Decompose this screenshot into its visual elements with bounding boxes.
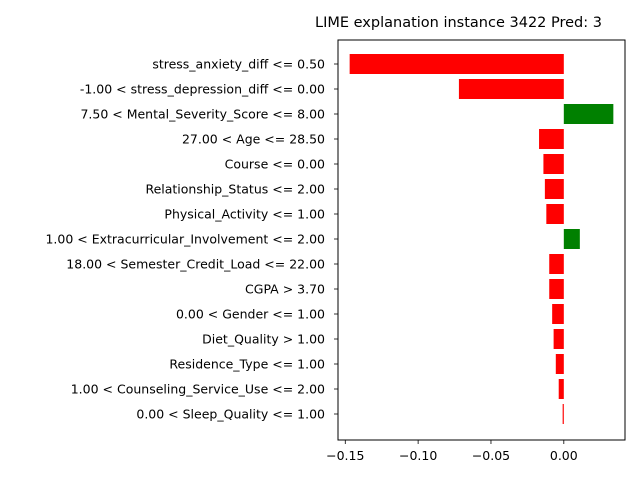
bar-13 <box>558 379 564 399</box>
bar-0 <box>349 54 564 74</box>
bar-2 <box>563 104 614 124</box>
bar-4 <box>543 154 564 174</box>
y-tick-label-4: Course <= 0.00 <box>225 157 325 172</box>
bar-12 <box>555 354 564 374</box>
y-tick-label-11: Diet_Quality > 1.00 <box>202 332 325 347</box>
x-tick-label-0: −0.15 <box>326 448 364 463</box>
x-tick-label-1: −0.10 <box>399 448 437 463</box>
y-tick-label-0: stress_anxiety_diff <= 0.50 <box>152 57 325 72</box>
bar-7 <box>563 229 580 249</box>
x-ticks: −0.15 −0.10 −0.05 0.00 <box>326 440 578 463</box>
y-tick-label-7: 1.00 < Extracurricular_Involvement <= 2.… <box>45 232 325 247</box>
bar-9 <box>549 279 564 299</box>
y-tick-label-12: Residence_Type <= 1.00 <box>169 357 325 372</box>
x-tick-label-3: 0.00 <box>550 448 578 463</box>
bar-14 <box>562 404 564 424</box>
y-tick-label-6: Physical_Activity <= 1.00 <box>164 207 325 222</box>
y-tick-label-9: CGPA > 3.70 <box>245 282 325 297</box>
y-tick-labels: stress_anxiety_diff <= 0.50 -1.00 < stres… <box>45 57 338 422</box>
y-tick-label-2: 7.50 < Mental_Severity_Score <= 8.00 <box>80 107 325 122</box>
bar-10 <box>552 304 564 324</box>
y-tick-label-10: 0.00 < Gender <= 1.00 <box>176 307 325 322</box>
bar-5 <box>544 179 564 199</box>
bar-1 <box>458 79 564 99</box>
bar-8 <box>549 254 564 274</box>
y-tick-label-3: 27.00 < Age <= 28.50 <box>182 132 325 147</box>
y-tick-label-13: 1.00 < Counseling_Service_Use <= 2.00 <box>71 382 325 397</box>
plot-frame <box>337 39 626 441</box>
bar-3 <box>539 129 564 149</box>
y-tick-label-1: -1.00 < stress_depression_diff <= 0.00 <box>80 82 325 97</box>
chart-title: LIME explanation instance 3422 Pred: 3 <box>315 15 602 31</box>
bar-11 <box>553 329 564 349</box>
bar-6 <box>546 204 564 224</box>
bars-group <box>349 54 614 424</box>
y-tick-label-5: Relationship_Status <= 2.00 <box>145 182 325 197</box>
y-tick-label-14: 0.00 < Sleep_Quality <= 1.00 <box>136 407 325 422</box>
x-tick-label-2: −0.05 <box>472 448 510 463</box>
y-tick-label-8: 18.00 < Semester_Credit_Load <= 22.00 <box>66 257 325 272</box>
